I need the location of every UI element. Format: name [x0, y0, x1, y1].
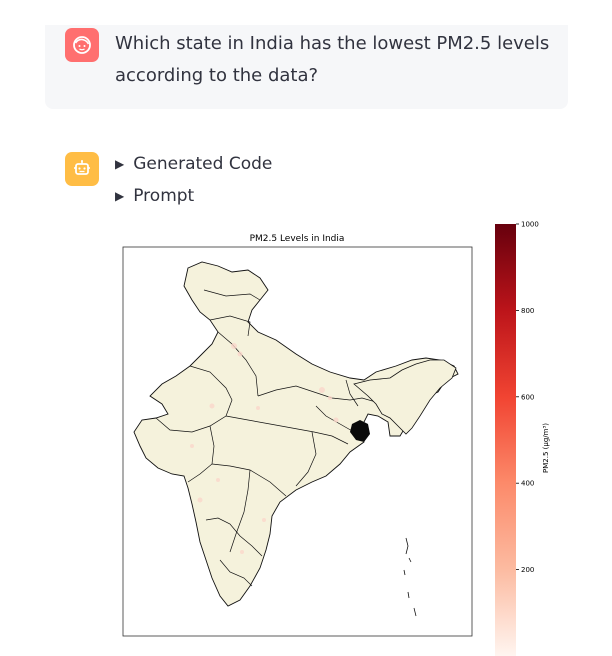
assistant-avatar — [65, 152, 99, 186]
colorbar-label: PM2.5 (µg/m³) — [542, 423, 550, 473]
india-map — [133, 261, 459, 607]
generated-code-expander[interactable]: ▶ Generated Code — [115, 154, 272, 174]
face-icon — [73, 36, 91, 54]
colorbar-tick-label: 200 — [521, 566, 534, 574]
expander-label: Prompt — [133, 186, 195, 206]
chart-title: PM2.5 Levels in India — [250, 234, 345, 244]
colorbar-tick-label: 800 — [521, 307, 534, 315]
pm25-map-figure: PM2.5 Levels in India — [122, 221, 550, 656]
colorbar-tick-label: 1000 — [521, 221, 539, 229]
andaman-nicobar-islands — [403, 537, 417, 617]
colorbar-tick-label: 400 — [521, 480, 534, 488]
colorbar-tick-label: 600 — [521, 393, 534, 401]
state-boundaries — [155, 289, 383, 587]
colorbar-ticks: 200 400 600 800 1000 — [516, 221, 539, 574]
user-message-text: Which state in India has the lowest PM2.… — [115, 28, 555, 92]
high-pm25-hotspot — [350, 420, 370, 442]
expander-label: Generated Code — [133, 154, 273, 174]
user-avatar — [65, 28, 99, 62]
pm25-data-points — [190, 343, 339, 554]
user-message-container — [45, 25, 568, 109]
user-message-line: Which state in India has the lowest PM2.… — [115, 33, 550, 54]
triangle-right-icon: ▶ — [115, 189, 125, 203]
northeast-region — [353, 359, 457, 435]
triangle-right-icon: ▶ — [115, 157, 125, 171]
robot-icon — [74, 160, 90, 175]
user-message-line: according to the data? — [115, 65, 319, 86]
prompt-expander[interactable]: ▶ Prompt — [115, 186, 194, 206]
colorbar — [495, 224, 516, 656]
